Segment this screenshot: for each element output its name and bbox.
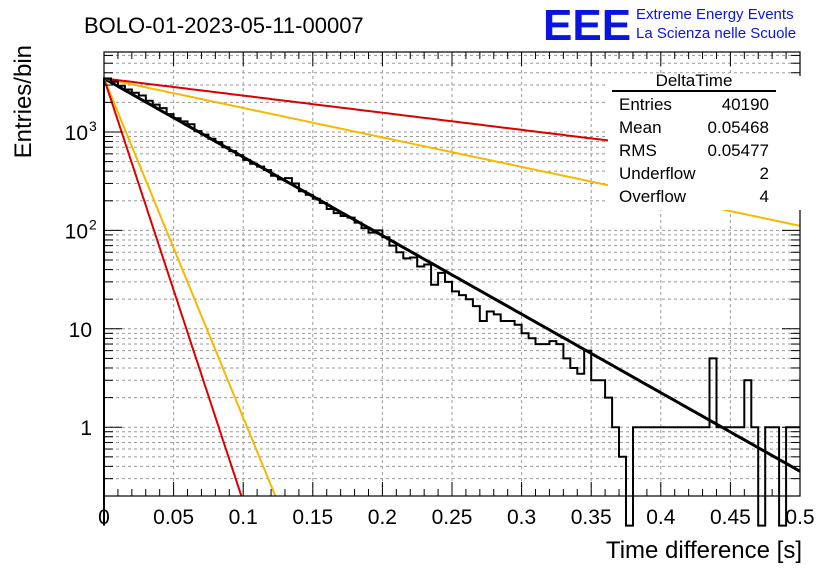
x-tick-label: 0.3 (507, 506, 536, 529)
stats-title: DeltaTime (656, 71, 733, 90)
x-tick-label: 0.15 (292, 506, 333, 529)
stats-value-entries: 40190 (722, 95, 769, 114)
chart-title: BOLO-01-2023-05-11-00007 (84, 13, 364, 38)
stats-label-overflow: Overflow (619, 187, 687, 206)
stats-box: DeltaTime Entries 40190 Mean 0.05468 RMS… (608, 71, 802, 210)
x-tick-label: 0.5 (785, 506, 814, 529)
stats-label-entries: Entries (619, 95, 672, 114)
y-axis-label: Entries/bin (10, 45, 37, 158)
y-tick-label: 10 (65, 122, 88, 145)
x-tick-label: 0.1 (229, 506, 258, 529)
eee-logo: EEE Extreme Energy Events La Scienza nel… (543, 1, 796, 50)
fit-curve-0 (103, 77, 801, 473)
x-tick-label: 0.45 (710, 506, 751, 529)
y-tick-label: 10 (69, 319, 92, 342)
y-tick-label: 10 (65, 220, 88, 243)
x-tick-label: 0 (98, 506, 110, 529)
grid (104, 52, 800, 497)
stats-label-rms: RMS (619, 141, 657, 160)
logo-mark: EEE (543, 1, 631, 50)
y-tick-exponent: 2 (89, 216, 97, 232)
x-tick-label: 0.4 (646, 506, 676, 529)
y-tick-label: 1 (80, 417, 92, 440)
stats-value-underflow: 2 (760, 164, 769, 183)
stats-value-overflow: 4 (760, 187, 769, 206)
x-tick-label: 0.25 (432, 506, 473, 529)
fit-curve-4 (103, 78, 243, 497)
stats-box-background (608, 76, 802, 210)
logo-line1: Extreme Energy Events (636, 6, 794, 23)
histogram-bars (103, 77, 800, 527)
stats-value-mean: 0.05468 (708, 118, 769, 137)
axis-ticks (103, 52, 801, 497)
y-tick-exponent: 3 (89, 118, 97, 134)
stats-label-mean: Mean (619, 118, 662, 137)
x-tick-labels: 0 0.05 0.1 0.15 0.2 0.25 0.3 0.35 0.4 0.45 0.5 (98, 506, 814, 529)
x-tick-label: 0.2 (368, 506, 397, 529)
fit-curve-2 (103, 78, 277, 497)
x-tick-label: 0.05 (153, 506, 194, 529)
x-axis-label: Time difference [s] (606, 537, 802, 564)
logo-line2: La Scienza nelle Scuole (636, 25, 796, 42)
stats-value-rms: 0.05477 (708, 141, 769, 160)
x-tick-label: 0.35 (571, 506, 612, 529)
histogram-outline (103, 77, 800, 527)
stats-label-underflow: Underflow (619, 164, 696, 183)
